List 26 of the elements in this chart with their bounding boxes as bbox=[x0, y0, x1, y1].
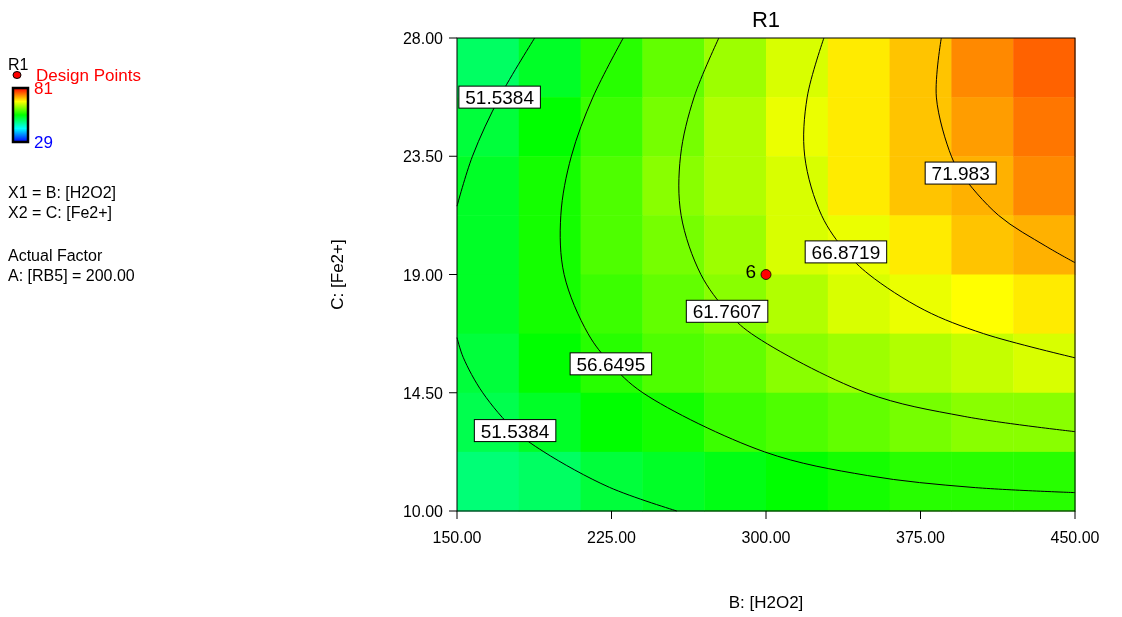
y-tick-label: 10.00 bbox=[402, 503, 444, 520]
annotation: 51.5384 bbox=[480, 420, 550, 442]
legend-title: R1 bbox=[8, 56, 29, 73]
chart-title: R1 bbox=[751, 7, 781, 32]
color-bar-label: 29 bbox=[34, 133, 53, 152]
annotation: 61.7607 bbox=[692, 301, 762, 323]
y-tick-label: 14.50 bbox=[402, 384, 444, 402]
y-tick-label: 28.00 bbox=[402, 30, 444, 47]
annotation: 66.8719 bbox=[811, 241, 881, 263]
x-tick-label: 225.00 bbox=[587, 529, 637, 546]
y-tick-label: 23.50 bbox=[402, 148, 444, 166]
annotation: 71.983 bbox=[931, 163, 990, 185]
x-tick-label: 450.00 bbox=[1050, 529, 1100, 546]
text: X1 = B: [H2O2] bbox=[8, 184, 117, 201]
text: X2 = C: [Fe2+] bbox=[8, 204, 113, 221]
x-tick-label: 150.00 bbox=[432, 529, 482, 546]
y-tick-label: 19.00 bbox=[402, 266, 444, 284]
annotation: 6 bbox=[745, 260, 756, 282]
annotation: 51.5384 bbox=[465, 87, 535, 109]
x-tick-label: 300.00 bbox=[741, 529, 791, 546]
text: A: [RB5] = 200.00 bbox=[8, 267, 135, 284]
x-tick-label: 375.00 bbox=[896, 529, 946, 546]
x-axis-title: B: [H2O2] bbox=[728, 593, 804, 612]
y-axis-title: C: [Fe2+] bbox=[328, 239, 347, 310]
text: Actual Factor bbox=[8, 247, 103, 264]
annotation: 56.6495 bbox=[576, 353, 646, 375]
